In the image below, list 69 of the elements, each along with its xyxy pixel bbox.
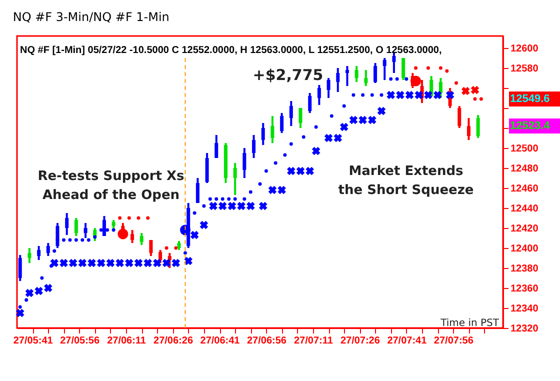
- x-tick-label: 27/06:41: [200, 336, 240, 346]
- x-tick-label: 27/06:26: [154, 336, 194, 346]
- x-tick-label: 27/05:56: [60, 336, 100, 346]
- candlestick: [466, 117, 470, 141]
- candlestick: [280, 112, 284, 134]
- candlestick: [354, 65, 358, 83]
- candlestick: [289, 100, 293, 127]
- y-tick-label: 12500: [510, 144, 539, 154]
- candlestick: [252, 134, 256, 159]
- candlestick: [112, 219, 116, 231]
- text: 12523.4: [510, 120, 551, 132]
- candlestick: [476, 114, 480, 139]
- candlestick: [149, 239, 153, 257]
- y-tick-label: 12460: [510, 184, 539, 194]
- candlestick: [364, 69, 368, 87]
- candlestick: [28, 247, 32, 264]
- annotation: Time in PST: [440, 318, 500, 329]
- candlestick: [438, 77, 442, 99]
- annotation: +$2,775: [252, 66, 324, 84]
- candlestick: [168, 252, 172, 269]
- candlestick: [242, 147, 246, 179]
- candlestick: [308, 92, 312, 114]
- y-tick-label: 12340: [510, 304, 539, 314]
- candlestick: [140, 232, 144, 246]
- candlestick: [382, 57, 386, 81]
- y-tick-label: 12600: [510, 44, 539, 54]
- text: NQ #F [1-Min] 05/27/22 -10.5000 C 12552.0000, H 12563.0000, L 12551.2500, O 12563.0000,: [20, 45, 442, 56]
- candlestick: [158, 249, 162, 264]
- y-tick-label: 12400: [510, 244, 539, 254]
- y-tick-label: 12480: [510, 164, 539, 174]
- y-tick-label: 12320: [510, 324, 539, 334]
- candlestick: [326, 77, 330, 99]
- candlestick: [298, 107, 302, 129]
- annotation: Re-tests Support Xs Ahead of the Open: [38, 169, 185, 203]
- candlestick: [18, 254, 22, 282]
- candlestick: [196, 177, 200, 204]
- chart-title: NQ #F 3-Min/NQ #F 1-Min: [12, 10, 170, 24]
- candlestick: [214, 134, 218, 159]
- y-tick-label: 12580: [510, 64, 539, 74]
- y-tick-label: 12360: [510, 284, 539, 294]
- x-tick-label: 27/06:56: [246, 336, 287, 346]
- y-tick-label: 12440: [510, 204, 539, 214]
- annotation: Market Extends the Short Squeeze: [338, 164, 474, 198]
- candlestick: [261, 122, 265, 146]
- candlestick: [46, 242, 50, 257]
- candlestick: [37, 245, 41, 261]
- x-tick-label: 27/06:11: [107, 336, 146, 346]
- candlestick: [130, 229, 134, 244]
- candlestick: [458, 105, 462, 129]
- candlestick: [65, 212, 69, 236]
- x-tick-label: 27/07:26: [340, 336, 380, 346]
- y-tick-label: 12380: [510, 264, 539, 274]
- candlestick: [205, 152, 209, 184]
- x-tick-label: 27/07:11: [294, 336, 334, 346]
- candlestick: [56, 222, 60, 249]
- x-tick-label: 27/05:41: [13, 336, 54, 346]
- candlestick: [317, 84, 321, 106]
- candlestick: [345, 65, 349, 87]
- text: 12549.6: [510, 93, 550, 105]
- candlestick: [374, 62, 378, 84]
- candlestick: [233, 162, 237, 196]
- x-tick-label: 27/07:41: [387, 336, 428, 346]
- x-tick-label: 27/07:56: [434, 336, 474, 346]
- candlestick: [84, 222, 88, 239]
- candlestick: [224, 142, 228, 184]
- candlestick: [270, 115, 274, 144]
- y-tick-label: 12420: [510, 224, 539, 234]
- candlestick: [336, 67, 340, 93]
- candlestick: [74, 217, 78, 237]
